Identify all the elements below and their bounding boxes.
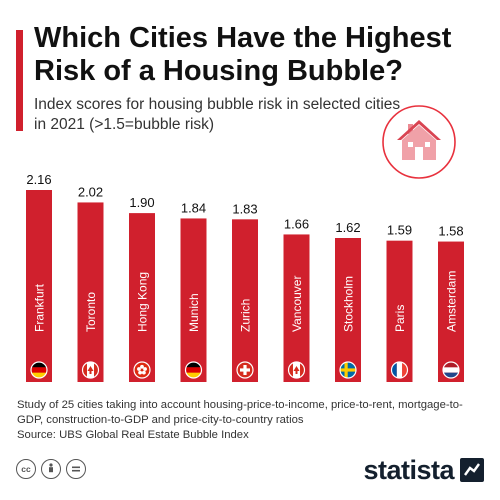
nd-icon[interactable] [66,459,86,479]
bar-value-label: 1.84 [181,200,206,215]
statista-logo[interactable]: statista [363,455,484,485]
license-icons: cc [16,459,86,483]
bar-category-label: Frankfurt [33,283,47,332]
bar-category-label: Paris [393,305,407,332]
hong-kong-flag-icon [133,361,151,379]
cc-icon[interactable]: cc [16,459,36,479]
bar-category-label: Stockholm [342,276,356,332]
bar [26,190,52,382]
statista-logo-icon [460,458,484,482]
bar-group: 1.90 Hong Kong [129,195,155,382]
bar [335,238,361,382]
bar-category-label: Amsterdam [445,271,459,332]
bar-category-label: Hong Kong [136,272,150,332]
bar-value-label: 1.59 [387,223,412,238]
bar-chart: 2.16 Frankfurt 2.02 Toronto 1.90 Hong Kong 1.8… [26,172,464,382]
footnote: Study of 25 cities taking into account h… [17,398,487,443]
bar-group: 1.84 Munich [180,200,207,382]
canada-flag-icon [287,361,306,379]
house-icon [382,105,456,179]
sweden-flag-icon [339,361,357,379]
bar [77,202,104,382]
bar-category-label: Toronto [84,292,98,332]
germany-flag-icon [184,361,203,379]
bar-group: 1.59 Paris [386,223,413,382]
bar-group: 2.02 Toronto [77,184,104,382]
footnote-study: Study of 25 cities taking into account h… [17,399,463,426]
germany-flag-icon [30,361,48,379]
bar-category-label: Vancouver [290,276,304,332]
bar [438,241,464,382]
bar-group: 1.83 Zurich [232,201,258,382]
bar-group: 2.16 Frankfurt [26,172,52,382]
switzerland-flag-icon [236,361,254,379]
bar-value-label: 2.16 [26,172,51,187]
bar-value-label: 1.66 [284,216,309,231]
bar-value-label: 1.90 [129,195,154,210]
bar-value-label: 1.58 [438,224,463,239]
france-flag-icon [390,361,409,379]
bar-group: 1.66 Vancouver [283,216,310,382]
bar-value-label: 1.62 [335,220,360,235]
canada-flag-icon [81,361,100,379]
footnote-source: Source: UBS Global Real Estate Bubble In… [17,429,249,441]
by-icon[interactable] [41,459,61,479]
bar-value-label: 2.02 [78,184,103,199]
chart-subtitle: Index scores for housing bubble risk in … [34,96,401,133]
bar [386,240,413,382]
bar-value-label: 1.83 [232,201,257,216]
bar [283,234,310,382]
bar [129,213,155,382]
bar-category-label: Zurich [239,299,253,332]
chart-title: Which Cities Have the Highest Risk of a … [34,22,452,87]
bar-category-label: Munich [187,293,201,332]
title-accent-bar [16,30,23,131]
bar-group: 1.58 Amsterdam [438,224,464,382]
bar-group: 1.62 Stockholm [335,220,361,382]
bar [180,218,207,382]
bar [232,219,258,382]
netherlands-flag-icon [442,361,460,379]
statista-wordmark: statista [363,454,454,485]
